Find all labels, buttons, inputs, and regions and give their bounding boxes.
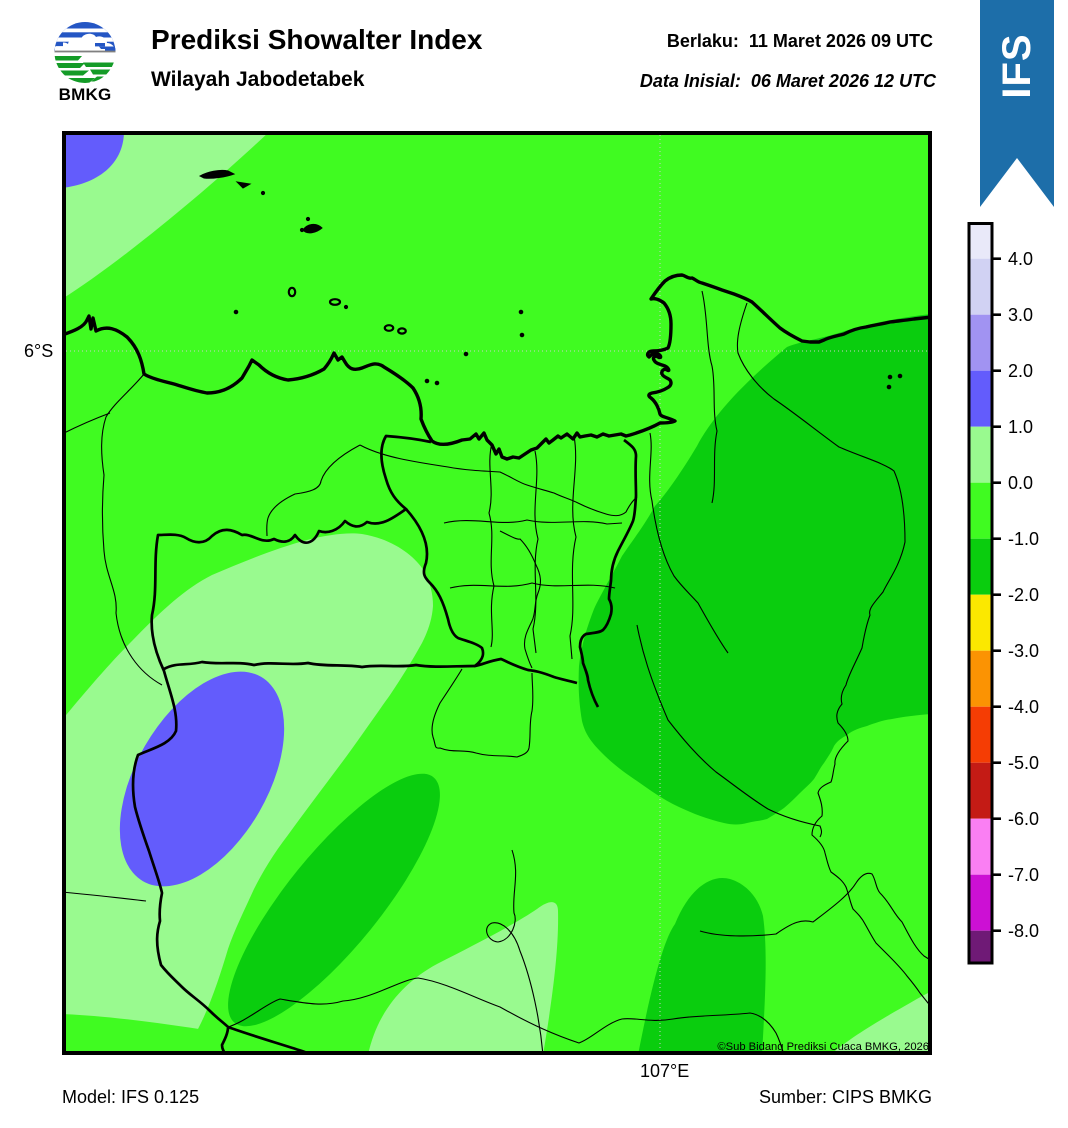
svg-text:2.0: 2.0: [1008, 361, 1033, 381]
svg-text:-1.0: -1.0: [1008, 529, 1039, 549]
svg-text:-8.0: -8.0: [1008, 921, 1039, 941]
svg-text:BMKG: BMKG: [59, 85, 112, 103]
svg-text:-4.0: -4.0: [1008, 697, 1039, 717]
svg-text:-6.0: -6.0: [1008, 809, 1039, 829]
svg-text:-7.0: -7.0: [1008, 865, 1039, 885]
svg-text:-2.0: -2.0: [1008, 585, 1039, 605]
svg-text:-5.0: -5.0: [1008, 753, 1039, 773]
svg-text:3.0: 3.0: [1008, 305, 1033, 325]
svg-text:4.0: 4.0: [1008, 249, 1033, 269]
svg-text:0.0: 0.0: [1008, 473, 1033, 493]
svg-text:©Sub Bidang Prediksi Cuaca BMK: ©Sub Bidang Prediksi Cuaca BMKG, 2026: [717, 1041, 929, 1053]
svg-text:1.0: 1.0: [1008, 417, 1033, 437]
svg-text:IFS: IFS: [995, 33, 1039, 98]
svg-text:-3.0: -3.0: [1008, 641, 1039, 661]
